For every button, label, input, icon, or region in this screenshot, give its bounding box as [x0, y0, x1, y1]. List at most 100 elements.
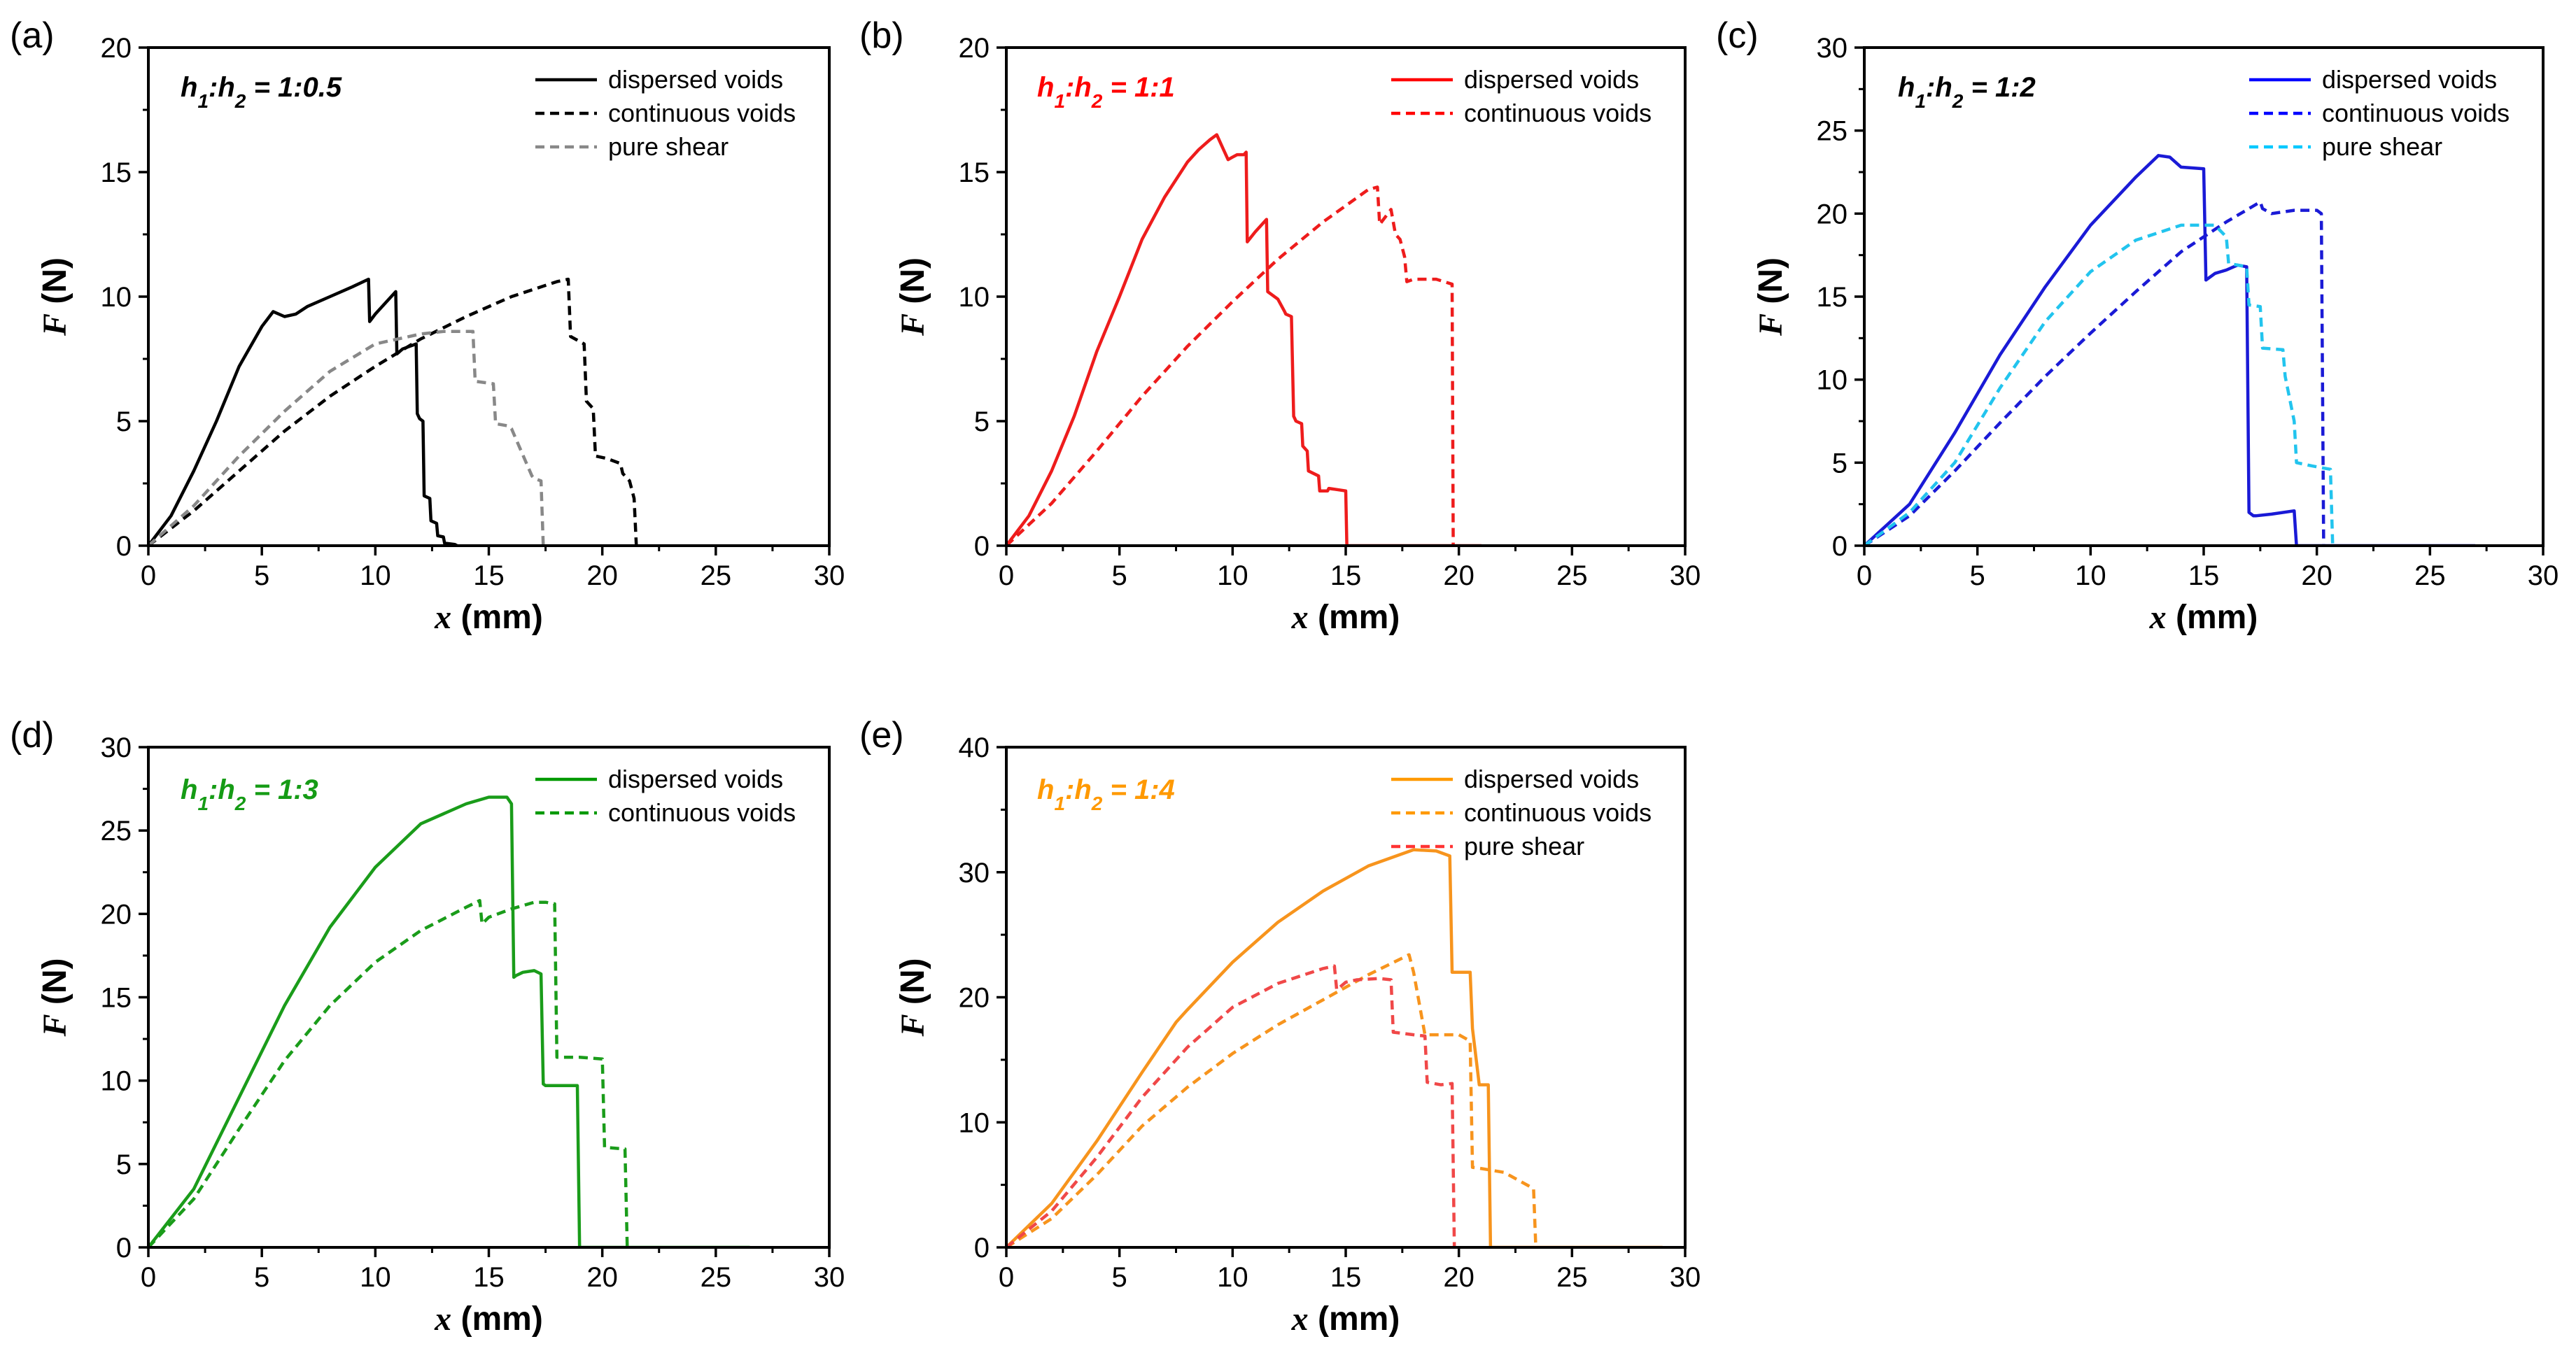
series-line-dispersed-voids — [148, 277, 458, 546]
x-tick-label: 5 — [1112, 560, 1127, 591]
x-tick-label: 15 — [1330, 560, 1362, 591]
x-tick-label: 20 — [586, 1262, 618, 1293]
x-axis-label: x (mm) — [2149, 599, 2258, 636]
legend-label: dispersed voids — [1464, 765, 1639, 793]
y-tick-label: 25 — [101, 816, 132, 847]
series-group — [148, 795, 750, 1247]
y-axis-label: F (N) — [894, 257, 931, 337]
x-tick-label: 25 — [701, 1262, 732, 1293]
series-group — [1006, 848, 1663, 1247]
x-tick-label: 0 — [999, 1262, 1014, 1293]
x-tick-label: 15 — [2188, 560, 2220, 591]
y-tick-label: 40 — [959, 732, 990, 763]
x-tick-label: 20 — [1443, 560, 1474, 591]
series-line-continuous-voids — [1006, 953, 1537, 1247]
y-tick-label: 5 — [1832, 448, 1847, 479]
x-tick-label: 25 — [701, 560, 732, 591]
legend-label: continuous voids — [608, 798, 796, 827]
y-axis-label: F (N) — [36, 958, 73, 1037]
series-line-pure-shear — [1864, 223, 2335, 546]
legend-label: dispersed voids — [608, 765, 783, 793]
x-tick-label: 20 — [1443, 1262, 1474, 1293]
series-line-continuous-voids — [1864, 200, 2325, 546]
x-tick-label: 20 — [586, 560, 618, 591]
y-tick-label: 30 — [101, 732, 132, 763]
y-tick-label: 20 — [101, 33, 132, 64]
panel-label: (b) — [859, 15, 904, 56]
legend-label: pure shear — [608, 132, 729, 161]
series-line-pure-shear — [148, 330, 545, 546]
series-group — [148, 277, 638, 546]
x-tick-label: 0 — [999, 560, 1014, 591]
series-line-dispersed-voids — [1006, 848, 1663, 1247]
panel-b: (b) 0 5 10 15 20 25 30 0 5 10 15 20 x (mm) F (N) h1:h2 … — [859, 15, 1701, 636]
ratio-annotation: h1:h2 = 1:3 — [181, 774, 318, 814]
y-tick-label: 20 — [101, 899, 132, 930]
y-tick-label: 15 — [101, 983, 132, 1014]
y-tick-label: 0 — [1832, 531, 1847, 562]
y-tick-label: 5 — [116, 406, 132, 437]
x-tick-label: 30 — [2528, 560, 2559, 591]
x-axis-label: x (mm) — [1291, 1301, 1400, 1338]
legend-label: pure shear — [2322, 132, 2442, 161]
series-line-continuous-voids — [148, 277, 638, 546]
y-tick-label: 10 — [101, 282, 132, 313]
y-axis-label: F (N) — [36, 257, 73, 337]
y-tick-label: 15 — [101, 157, 132, 188]
legend-label: continuous voids — [1464, 798, 1652, 827]
x-tick-label: 10 — [360, 560, 391, 591]
x-tick-label: 0 — [141, 1262, 156, 1293]
x-tick-label: 30 — [1670, 1262, 1701, 1293]
x-axis-label: x (mm) — [1291, 599, 1400, 636]
x-tick-label: 15 — [473, 560, 505, 591]
series-line-dispersed-voids — [148, 795, 750, 1247]
series-line-dispersed-voids — [1864, 154, 2475, 546]
x-tick-label: 5 — [254, 1262, 269, 1293]
x-axis-label: x (mm) — [434, 599, 543, 636]
legend-label: pure shear — [1464, 832, 1584, 860]
panel-label: (a) — [10, 15, 55, 56]
panel-a: (a) 0 5 10 15 20 25 30 0 5 10 15 20 x (mm) F (N) h1:h2 … — [10, 15, 845, 636]
series-line-dispersed-voids — [1006, 133, 1481, 546]
y-tick-label: 0 — [116, 1233, 132, 1263]
x-tick-label: 25 — [1556, 1262, 1588, 1293]
y-tick-label: 10 — [959, 282, 990, 313]
y-tick-label: 20 — [959, 33, 990, 64]
series-group — [1864, 154, 2475, 546]
x-tick-label: 25 — [1556, 560, 1588, 591]
y-tick-label: 10 — [1817, 365, 1848, 396]
legend-label: continuous voids — [2322, 99, 2510, 127]
y-axis-label: F (N) — [894, 958, 931, 1037]
x-tick-label: 10 — [1217, 1262, 1248, 1293]
series-line-pure-shear — [1006, 964, 1456, 1247]
panel-label: (d) — [10, 715, 55, 756]
legend-label: continuous voids — [608, 99, 796, 127]
series-line-continuous-voids — [1006, 185, 1455, 546]
y-tick-label: 25 — [1817, 116, 1848, 147]
y-tick-label: 5 — [116, 1149, 132, 1180]
x-tick-label: 30 — [1670, 560, 1701, 591]
series-group — [1006, 133, 1481, 546]
y-axis-label: F (N) — [1752, 257, 1789, 337]
legend-label: dispersed voids — [608, 65, 783, 94]
y-tick-label: 0 — [116, 531, 132, 562]
panel-c: (c) 0 5 10 15 20 25 30 0 5 10 15 20 25 30 x (mm) F (N) h1… — [1716, 15, 2559, 636]
x-tick-label: 15 — [1330, 1262, 1362, 1293]
y-tick-label: 30 — [959, 858, 990, 888]
x-tick-label: 20 — [2301, 560, 2332, 591]
x-tick-label: 0 — [1857, 560, 1872, 591]
y-tick-label: 15 — [959, 157, 990, 188]
x-tick-label: 10 — [1217, 560, 1248, 591]
x-tick-label: 10 — [360, 1262, 391, 1293]
panel-label: (c) — [1716, 15, 1759, 56]
panel-e: (e) 0 5 10 15 20 25 30 0 10 20 30 40 x (mm) F (N) h1:h2… — [859, 715, 1701, 1338]
series-line-continuous-voids — [148, 899, 629, 1247]
x-tick-label: 15 — [473, 1262, 505, 1293]
y-tick-label: 20 — [959, 983, 990, 1014]
ratio-annotation: h1:h2 = 1:4 — [1037, 774, 1175, 814]
x-tick-label: 5 — [254, 560, 269, 591]
legend-label: continuous voids — [1464, 99, 1652, 127]
y-tick-label: 15 — [1817, 282, 1848, 313]
ratio-annotation: h1:h2 = 1:0.5 — [181, 72, 342, 112]
